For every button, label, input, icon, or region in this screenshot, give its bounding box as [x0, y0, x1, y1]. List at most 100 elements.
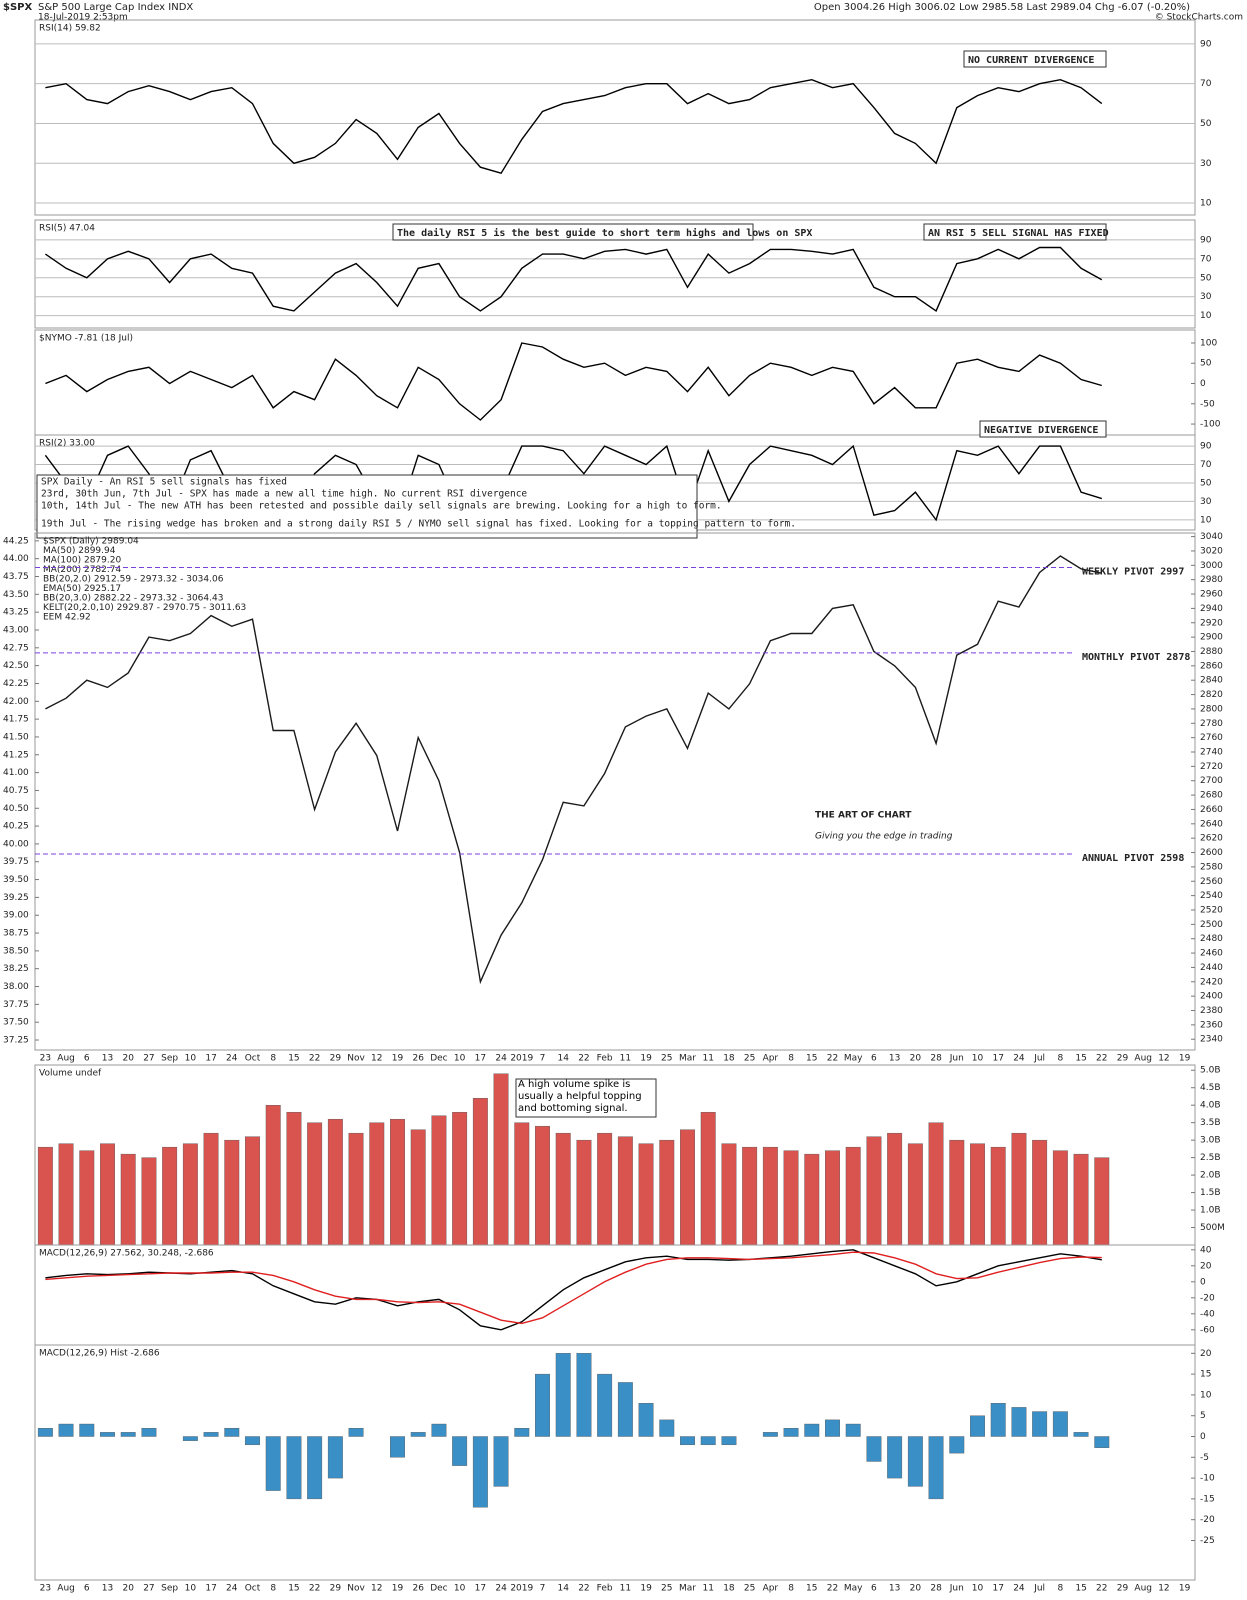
bar [783, 1427, 799, 1437]
bar [617, 1136, 633, 1246]
bar [493, 1436, 509, 1487]
x-tick-label: 24 [495, 1054, 507, 1064]
y-tick-label: 2760 [1200, 733, 1223, 743]
panel-label: RSI(5) 47.04 [39, 224, 95, 234]
y2-tick-label: 37.75 [3, 1000, 29, 1010]
logo-title: THE ART OF CHART [815, 811, 912, 821]
x-tick-label: 17 [992, 1054, 1003, 1064]
y-tick-label: 3.0B [1200, 1136, 1221, 1146]
x-tick-label: 10 [454, 1054, 466, 1064]
annotation-box [963, 50, 1107, 68]
x-tick-label: 13 [102, 1054, 113, 1064]
y-tick-label: 2740 [1200, 748, 1223, 758]
y2-tick-label: 40.75 [3, 786, 29, 796]
bar [1011, 1132, 1027, 1246]
x-tick-label: 2019 [510, 1054, 533, 1064]
x-tick-label: 26 [412, 1054, 424, 1064]
bar [576, 1353, 592, 1437]
bar [224, 1139, 240, 1246]
x-tick-label: 22 [578, 1584, 589, 1594]
x-tick-label: 27 [143, 1054, 154, 1064]
bar [390, 1118, 405, 1246]
x-tick-label: Nov [347, 1584, 365, 1594]
x-tick-label: 19 [1179, 1584, 1191, 1594]
y-tick-label: 2920 [1200, 618, 1223, 628]
y2-tick-label: 37.25 [3, 1036, 29, 1046]
bar [100, 1432, 115, 1437]
bar [452, 1111, 468, 1246]
bar [1094, 1436, 1110, 1448]
x-tick-label: 18 [723, 1584, 735, 1594]
y-tick-label: -50 [1200, 399, 1215, 409]
x-tick-label: Aug [1134, 1054, 1152, 1064]
bar [680, 1129, 695, 1246]
x-tick-label: 24 [226, 1054, 238, 1064]
x-tick-label: 15 [806, 1054, 817, 1064]
bar [265, 1104, 281, 1246]
bar [37, 1427, 53, 1437]
y-tick-label: 4.5B [1200, 1083, 1221, 1093]
panel-frame [34, 1344, 1196, 1581]
y-tick-label: 3020 [1200, 546, 1223, 556]
x-tick-label: 11 [702, 1054, 713, 1064]
bar [970, 1143, 985, 1246]
series-line [45, 342, 1102, 421]
date: 18-Jul-2019 2:53pm [38, 13, 128, 23]
y-tick-label: 2620 [1200, 834, 1223, 844]
bar [265, 1436, 281, 1491]
x-tick-label: 8 [270, 1054, 276, 1064]
bar [866, 1136, 882, 1246]
bar [907, 1436, 923, 1487]
x-tick-label: 20 [910, 1584, 922, 1594]
x-tick-label: 24 [495, 1584, 507, 1594]
x-tick-label: 15 [1075, 1584, 1086, 1594]
bar [990, 1403, 1006, 1437]
bar [866, 1436, 882, 1462]
x-tick-label: 25 [744, 1584, 755, 1594]
x-tick-label: Jun [949, 1584, 964, 1594]
y2-tick-label: 43.50 [3, 590, 29, 600]
y-tick-label: 2580 [1200, 862, 1223, 872]
x-tick-label: 6 [84, 1584, 90, 1594]
x-tick-label: 8 [788, 1054, 794, 1064]
bar [1032, 1411, 1048, 1437]
x-tick-label: 12 [371, 1054, 382, 1064]
bar [617, 1382, 633, 1437]
bar [120, 1153, 136, 1246]
x-tick-label: 22 [309, 1584, 320, 1594]
y-tick-label: 5 [1200, 1411, 1206, 1421]
pivot-label: ANNUAL PIVOT 2598 [1082, 853, 1184, 864]
legend-entry: MA(100) 2879.20 [43, 556, 121, 566]
y-tick-label: 15 [1200, 1370, 1211, 1380]
series-line [45, 555, 1102, 985]
bar [659, 1419, 675, 1437]
x-tick-label: 10 [185, 1584, 197, 1594]
bar [742, 1146, 758, 1246]
y-tick-label: -5 [1200, 1453, 1209, 1463]
y2-tick-label: 43.25 [3, 608, 29, 618]
y-tick-label: 70 [1200, 254, 1212, 264]
x-tick-label: 12 [1158, 1584, 1169, 1594]
y-tick-label: 2.5B [1200, 1153, 1221, 1163]
x-tick-label: 2019 [510, 1584, 533, 1594]
bar [1052, 1411, 1068, 1437]
bar [472, 1436, 488, 1508]
bar [1052, 1150, 1068, 1246]
y-tick-label: 40 [1200, 1245, 1212, 1255]
bar [410, 1129, 426, 1246]
x-tick-label: 12 [371, 1584, 382, 1594]
bar [141, 1427, 157, 1437]
note: SPX Daily - An RSI 5 sell signals has fi… [41, 477, 287, 488]
y-tick-label: -25 [1200, 1536, 1215, 1546]
x-tick-label: 20 [122, 1584, 134, 1594]
x-tick-label: Sep [161, 1584, 178, 1594]
bar [887, 1436, 903, 1479]
x-tick-label: Aug [57, 1054, 75, 1064]
x-tick-label: 14 [557, 1054, 569, 1064]
x-tick-label: 15 [1075, 1054, 1086, 1064]
x-tick-label: 29 [1117, 1054, 1129, 1064]
series-line [44, 444, 1103, 526]
annotation: A high volume spike is usually a helpful… [518, 1079, 642, 1114]
y-tick-label: 2520 [1200, 905, 1223, 915]
